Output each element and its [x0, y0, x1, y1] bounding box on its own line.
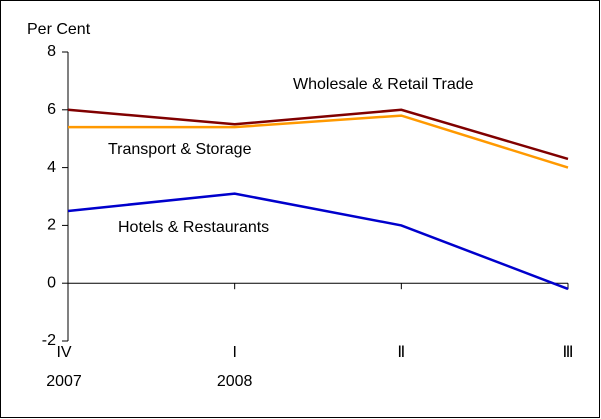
series-label: Transport & Storage: [108, 141, 252, 158]
y-tick-label: 2: [47, 217, 56, 234]
series-line: [67, 108, 569, 161]
series-label: Wholesale & Retail Trade: [293, 76, 474, 93]
y-tick-label: 6: [47, 101, 56, 118]
series-label: Hotels & Restaurants: [118, 219, 269, 236]
x-tick-label: Ⅱ: [397, 344, 405, 361]
x-tick-label: I: [232, 344, 236, 361]
x-tick-label: IV: [56, 344, 71, 361]
y-tick-label: 4: [47, 159, 56, 176]
x-tick-label: Ⅲ: [562, 344, 573, 361]
y-axis-label: Per Cent: [27, 21, 91, 38]
series-line: [67, 192, 569, 291]
x-tick-label: 2008: [217, 373, 253, 390]
series-line: [68, 114, 569, 169]
y-tick-label: 0: [47, 274, 56, 291]
y-tick-label: 8: [47, 43, 56, 60]
x-tick-label: 2007: [46, 373, 82, 390]
y-tick-label: -2: [42, 332, 56, 349]
